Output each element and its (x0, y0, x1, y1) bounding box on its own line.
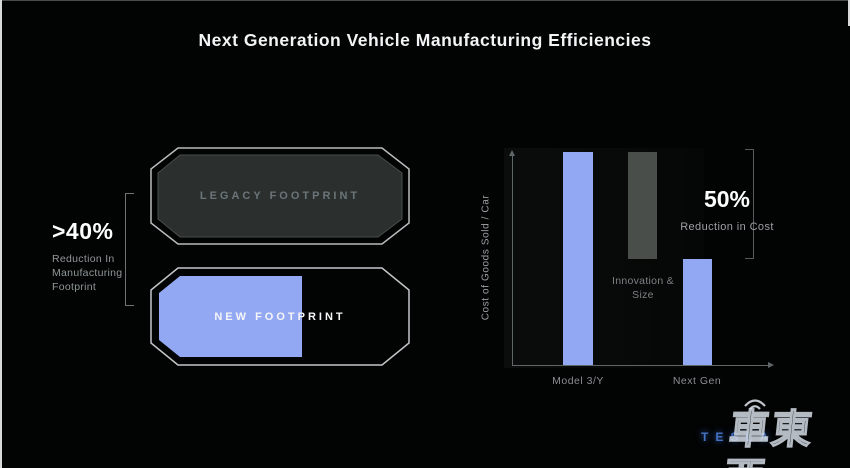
bar-model-3y (563, 152, 593, 365)
frame-edge-right (848, 0, 850, 26)
watermark-text: 車東西 (721, 407, 816, 468)
frame-edge-left (0, 0, 2, 468)
chart-plot: Innovation & Size (512, 152, 768, 365)
x-axis-arrow-icon (768, 362, 774, 368)
x-axis-line (512, 365, 768, 366)
cost-chart: Cost of Goods Sold / Car Innovation & Si… (481, 148, 792, 398)
bar-next-gen (683, 258, 712, 365)
tesla-wordmark: TESLA (701, 430, 776, 444)
footprint-stat-caption: Reduction In Manufacturing Footprint (52, 253, 123, 293)
bracket-icon (125, 193, 134, 306)
chart-background (504, 148, 704, 368)
y-axis-arrow-icon (509, 150, 515, 156)
slide-title: Next Generation Vehicle Manufacturing Ef… (198, 30, 652, 50)
y-axis-line (509, 150, 515, 365)
new-footprint-fill (159, 276, 302, 357)
reduction-bracket-icon (745, 149, 754, 259)
x-tick-next-gen: Next Gen (672, 375, 722, 387)
bar-innovation-size-label: Innovation & Size (612, 275, 674, 301)
legacy-footprint-shape (150, 147, 410, 245)
reduction-caption: Reduction in Cost (680, 221, 774, 233)
reduction-value: 50% (703, 186, 751, 212)
new-footprint-shape (150, 267, 410, 366)
bar-innovation-size (628, 152, 657, 259)
footprint-stat: >40% (52, 218, 114, 244)
x-tick-model-3y: Model 3/Y (552, 375, 604, 387)
wifi-arc-icon (744, 399, 766, 410)
new-footprint-label: NEW FOOTPRINT (214, 310, 346, 323)
frame-edge-top (0, 0, 850, 1)
legacy-footprint-label: LEGACY FOOTPRINT (199, 190, 361, 202)
chart-y-axis-label: Cost of Goods Sold / Car (480, 194, 492, 321)
